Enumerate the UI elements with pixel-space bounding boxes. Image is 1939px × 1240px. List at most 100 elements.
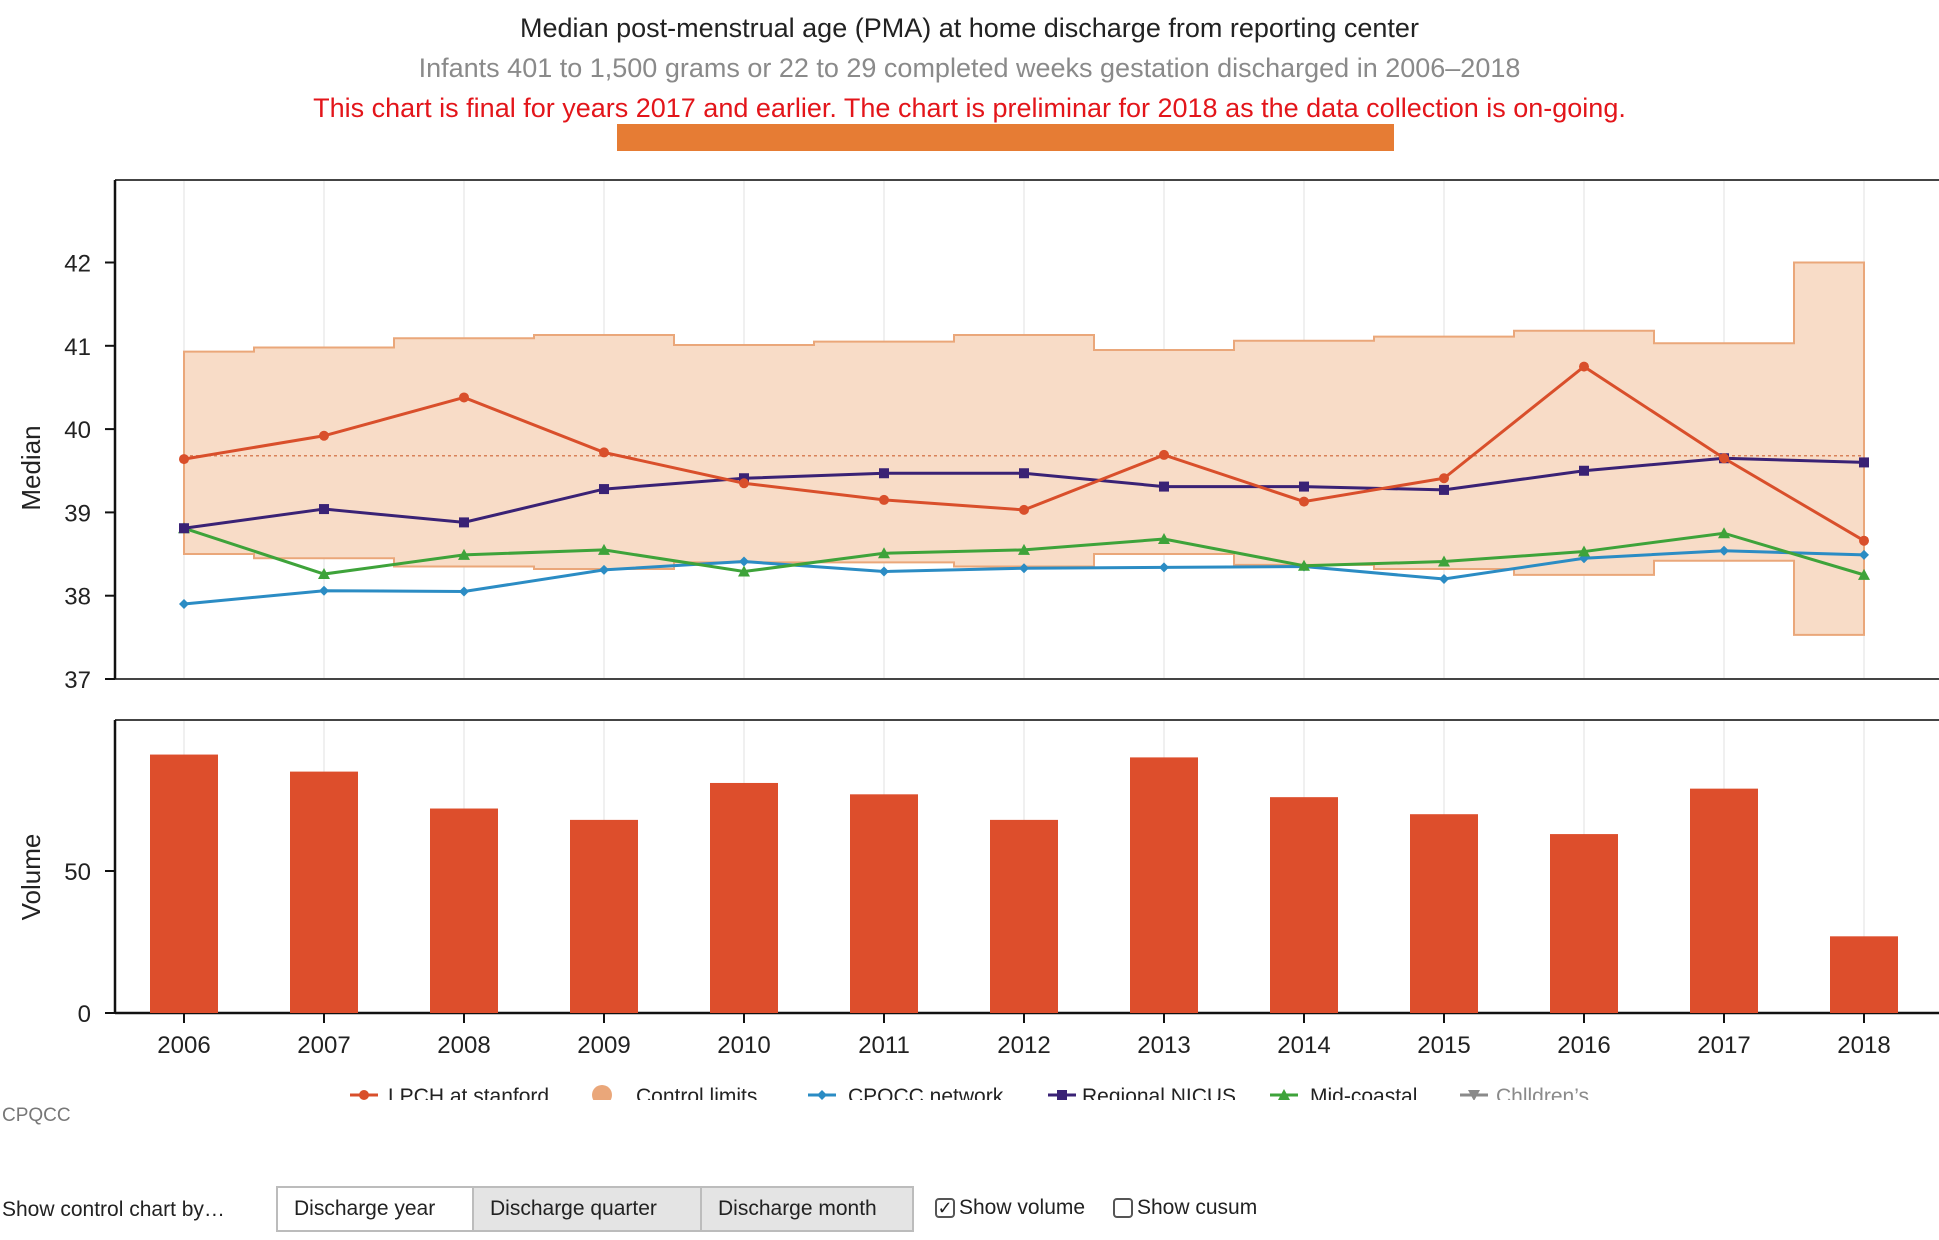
show-cusum-checkbox[interactable]: Show cusum [1113,1196,1257,1220]
data-point-mid-coastal [1018,543,1030,555]
volume-bar [1270,797,1338,1013]
legend-marker [592,1085,612,1100]
data-point-mid-coastal [1578,545,1590,557]
x-tick-label: 2011 [858,1032,910,1059]
data-point-regional-nicus [1159,481,1169,492]
data-point-lpch [1719,453,1729,464]
volume-bar [990,819,1058,1013]
data-point-cpqcc-network [739,556,749,567]
data-point-mid-coastal [1158,533,1170,545]
x-tick-label: 2007 [297,1032,350,1059]
data-point-lpch [179,454,189,465]
y-tick-label: 38 [64,584,91,611]
volume-bar [290,771,358,1013]
y-tick-label: 50 [64,859,91,886]
legend-marker [1468,1090,1480,1100]
chart-title: Median post-menstrual age (PMA) at home … [520,13,1419,43]
data-point-lpch [739,478,749,489]
x-tick-label: 2009 [577,1032,630,1059]
data-point-cpqcc-network [319,585,329,596]
show-volume-checkbox[interactable]: ✓ Show volume [935,1196,1085,1220]
x-tick-label: 2006 [157,1032,210,1059]
data-point-cpqcc-network [1019,563,1029,574]
x-tick-label: 2015 [1417,1032,1470,1059]
data-point-mid-coastal [598,543,610,555]
volume-bar [570,819,638,1013]
data-point-regional-nicus [179,523,189,534]
legend-marker [359,1090,369,1100]
volume-bar [850,794,918,1013]
show-cusum-label: Show cusum [1137,1196,1258,1219]
volume-bar [1410,814,1478,1013]
source-label: CPQCC [2,1105,71,1126]
y-tick-label: 39 [64,500,91,527]
data-point-cpqcc-network [179,599,189,610]
legend-label: Mid-coastal [1310,1085,1417,1100]
control-chart: 37 38 39 40 41 42 0 50 Median Volume 2006 2007 2008 2… [16,179,1939,1100]
data-point-regional-nicus [879,468,889,479]
show-volume-label: Show volume [959,1196,1086,1219]
x-tick-label: 2014 [1277,1032,1330,1059]
y-tick-label: 42 [64,251,91,278]
data-point-regional-nicus [599,484,609,495]
volume-bar [1690,788,1758,1013]
preliminary-notice: This chart is final for years 2017 and e… [313,93,1626,123]
checkmark-icon: ✓ [935,1198,955,1218]
x-tick-label: 2008 [437,1032,490,1059]
data-point-lpch [1159,449,1169,460]
volume-bar [1130,757,1198,1013]
legend-label: LPCH at stanford [388,1085,549,1100]
y-tick-label: 40 [64,417,91,444]
data-point-lpch [1579,361,1589,372]
data-point-mid-coastal [1718,527,1730,539]
data-point-lpch [1299,496,1309,507]
x-tick-label: 2017 [1697,1032,1750,1059]
data-point-cpqcc-network [1159,562,1169,573]
volume-bar [710,782,778,1013]
legend-marker [817,1090,827,1100]
data-point-mid-coastal [1438,555,1450,567]
x-tick-label: 2018 [1837,1032,1890,1059]
data-point-lpch [1859,535,1869,546]
y-tick-label: 41 [64,334,91,361]
data-point-regional-nicus [1439,484,1449,495]
data-point-regional-nicus [1299,481,1309,492]
data-point-regional-nicus [1019,468,1029,479]
chart-titles: Median post-menstrual age (PMA) at home … [0,8,1939,128]
legend-label: Regional NICUS [1082,1085,1236,1100]
data-point-cpqcc-network [879,566,889,577]
y-axis-label-volume: Volume [16,834,46,921]
data-point-mid-coastal [1298,559,1310,571]
x-tick-label: 2016 [1557,1032,1610,1059]
data-point-mid-coastal [458,548,470,560]
discharge-period-selector: Discharge year Discharge quarter Dischar… [276,1186,914,1232]
discharge-month-button[interactable]: Discharge month [700,1188,912,1230]
orange-banner [617,124,1394,151]
data-point-mid-coastal [738,565,750,577]
empty-checkbox-icon [1113,1198,1133,1218]
volume-bar [1550,834,1618,1013]
data-point-regional-nicus [319,504,329,515]
data-point-mid-coastal [318,568,330,580]
y-axis-label-median: Median [16,425,46,510]
data-point-cpqcc-network [599,564,609,575]
x-tick-label: 2013 [1137,1032,1190,1059]
data-point-lpch [319,430,329,441]
volume-bar [150,754,218,1013]
legend-marker [1057,1090,1067,1100]
data-point-lpch [1439,473,1449,484]
data-point-cpqcc-network [1719,545,1729,556]
volume-bar [1830,936,1898,1013]
data-point-cpqcc-network [1859,549,1869,560]
data-point-lpch [459,392,469,403]
legend-label: CPQCC network [848,1085,1004,1100]
x-tick-label: 2010 [717,1032,770,1059]
discharge-quarter-button[interactable]: Discharge quarter [472,1188,700,1230]
data-point-regional-nicus [1859,457,1869,468]
data-point-cpqcc-network [459,586,469,597]
discharge-year-button[interactable]: Discharge year [278,1188,472,1230]
y-tick-label: 37 [64,667,91,694]
data-point-mid-coastal [1858,568,1870,580]
legend-marker [1278,1089,1290,1100]
chart-subtitle: Infants 401 to 1,500 grams or 22 to 29 c… [418,53,1521,83]
